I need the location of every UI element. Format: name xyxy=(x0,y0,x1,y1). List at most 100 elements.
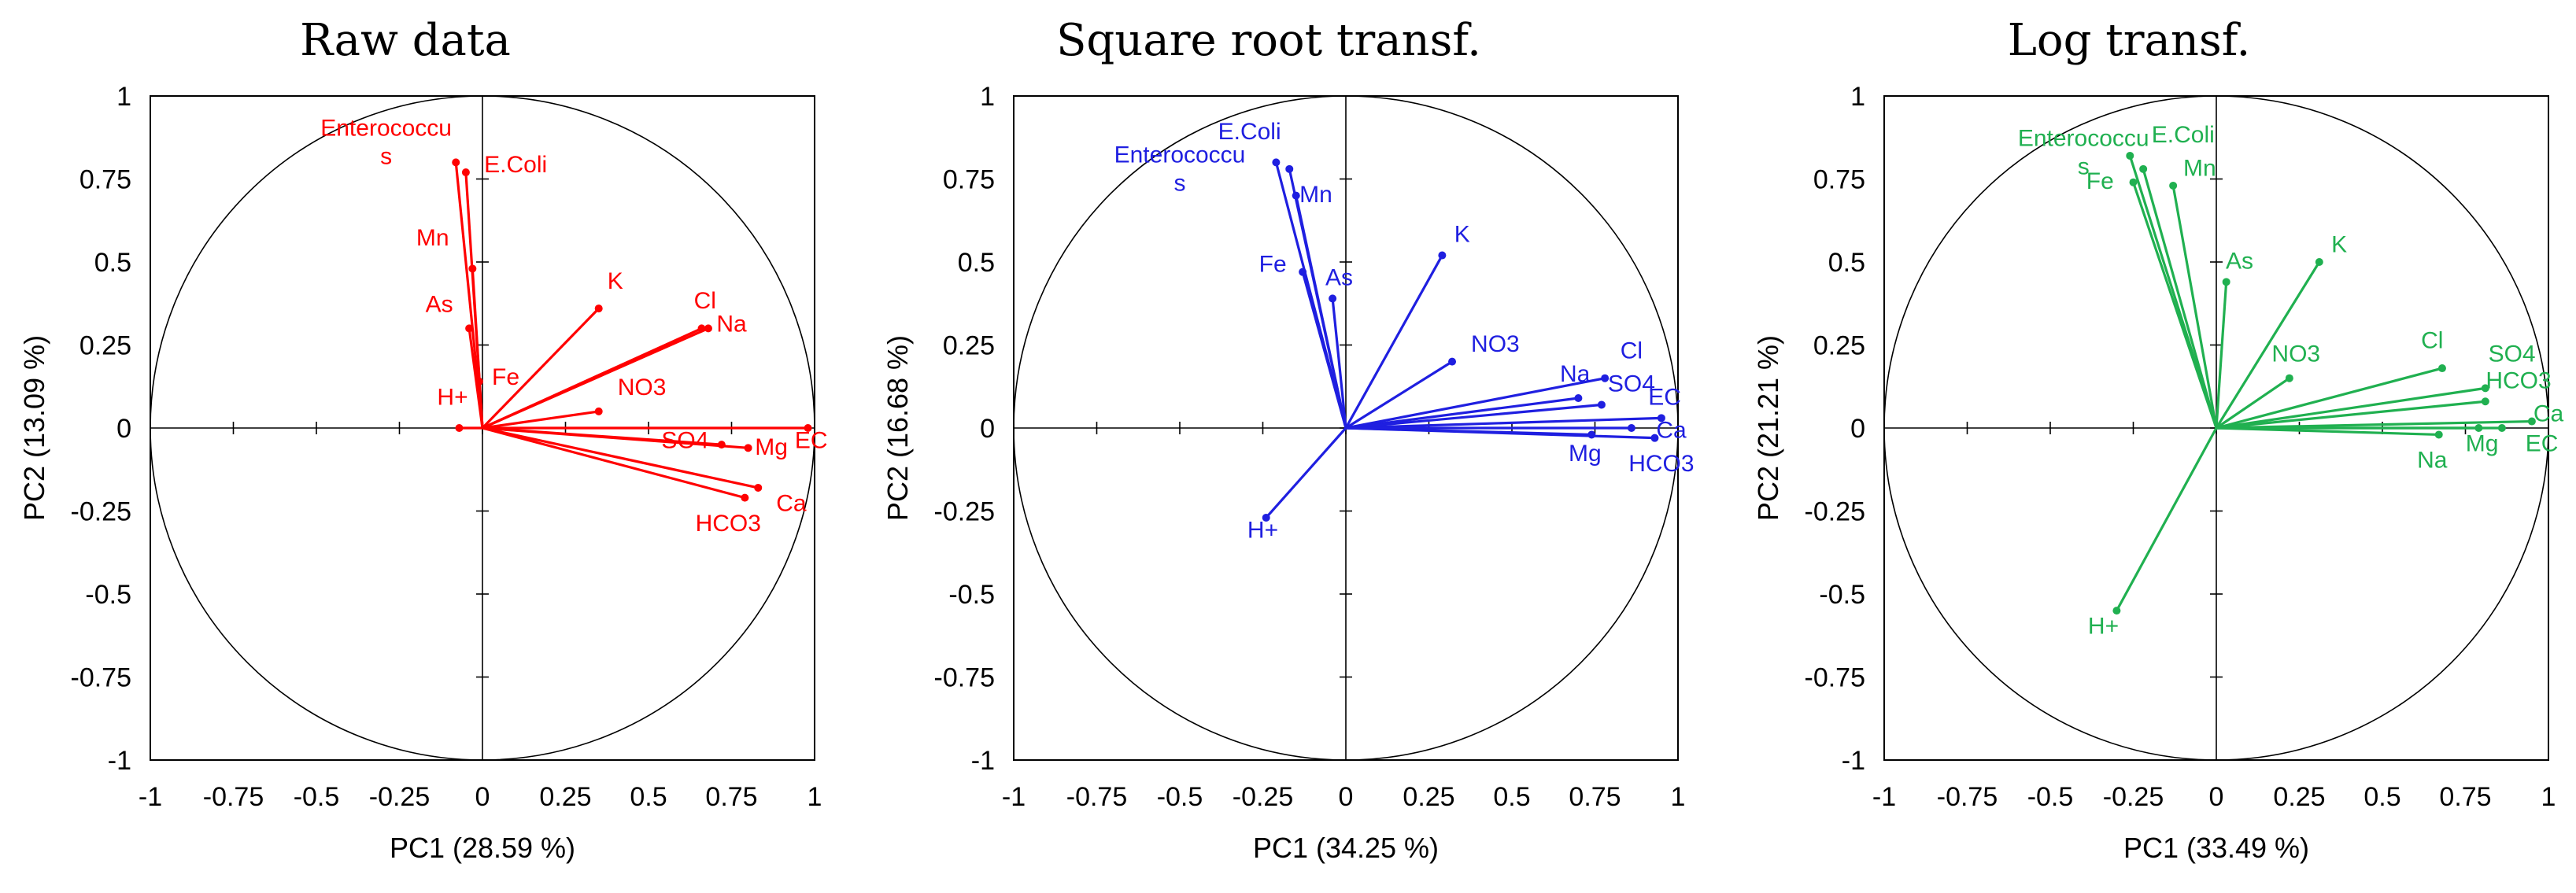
label-ca: Ca xyxy=(1656,418,1687,444)
label-ca: Ca xyxy=(776,491,807,517)
label-k: K xyxy=(1454,222,1470,248)
vector-e-coli xyxy=(2142,168,2218,429)
label-h: H+ xyxy=(437,384,468,410)
y-tick-label: -0.75 xyxy=(71,663,132,693)
y-axis-label: PC2 (21.21 %) xyxy=(1752,335,1784,521)
label-cl: Cl xyxy=(1621,338,1643,363)
label-enterococcus: Enterococcu s xyxy=(320,116,452,170)
vector-ca xyxy=(482,426,759,489)
point-h xyxy=(455,424,464,432)
label-line: Enterococcu xyxy=(1114,142,1246,168)
label-mg: Mg xyxy=(755,434,788,460)
point-k xyxy=(1438,251,1447,260)
point-as xyxy=(465,324,474,333)
point-so4 xyxy=(2481,384,2489,393)
label-enterococcus: Enterococcu s xyxy=(2018,125,2149,179)
label-e-coli: E.Coli xyxy=(1218,119,1281,145)
x-tick-label: 0.75 xyxy=(1569,782,1621,812)
chart-panel-1: Raw data -1 -0.75 -0.5 -0.25 0 0.25 0.5 0.75 1 1 0.… xyxy=(18,15,828,864)
y-tick-label: 0.5 xyxy=(958,248,995,278)
x-tick-label: 0.25 xyxy=(2273,782,2325,812)
label-mn: Mn xyxy=(1299,182,1332,208)
label-line: E.Coli xyxy=(1218,119,1281,145)
point-mn xyxy=(2169,181,2178,190)
vector-as xyxy=(1331,298,1347,429)
point-na xyxy=(2434,430,2443,439)
point-hco3 xyxy=(741,493,749,502)
y-tick-label: -0.5 xyxy=(85,580,131,610)
point-na xyxy=(704,324,712,333)
y-tick-label: 1 xyxy=(980,82,995,112)
label-line: Mn xyxy=(2183,155,2216,181)
label-line: Mg xyxy=(2466,431,2499,457)
point-as xyxy=(2222,278,2230,286)
label-ec: EC xyxy=(795,427,828,453)
point-ca xyxy=(1650,434,1659,442)
y-tick-label: 0.5 xyxy=(94,248,131,278)
vector-hco3 xyxy=(2216,400,2485,430)
label-line: Ca xyxy=(776,491,807,517)
x-tick-label: 0.5 xyxy=(1493,782,1530,812)
label-enterococcus: Enterococcu s xyxy=(1114,142,1246,196)
vector-mg xyxy=(482,426,748,449)
label-line: Na xyxy=(2417,448,2448,474)
point-fe xyxy=(2129,178,2138,186)
point-cl xyxy=(1601,374,1610,382)
label-hco3: HCO3 xyxy=(696,511,761,537)
chart-panel-3: Log transf. -1 -0.75 -0.5 -0.25 0 0.25 0.5 0.75 1… xyxy=(1752,15,2563,864)
point-fe xyxy=(1299,268,1307,276)
label-line: s xyxy=(1174,170,1186,196)
label-line: NO3 xyxy=(618,375,667,400)
label-line: K xyxy=(608,268,623,294)
label-mg: Mg xyxy=(1569,441,1602,467)
y-tick-label: -1 xyxy=(108,746,131,776)
vector-hco3 xyxy=(482,426,745,500)
label-line: Mn xyxy=(416,225,449,251)
y-tick-label: 0.25 xyxy=(943,331,995,361)
vector-fe xyxy=(1301,271,1347,429)
label-e-coli: E.Coli xyxy=(2152,122,2215,148)
vector-so4 xyxy=(1345,403,1602,430)
x-axis-label: PC1 (28.59 %) xyxy=(390,832,575,864)
point-enterococcus xyxy=(2126,151,2134,160)
label-no3: NO3 xyxy=(618,375,667,400)
y-tick-label: -0.25 xyxy=(71,497,132,527)
y-tick-label: 0.75 xyxy=(79,165,131,195)
label-so4: SO4 xyxy=(1608,371,1655,397)
vector-mn xyxy=(2171,185,2218,429)
label-line: Mn xyxy=(1299,182,1332,208)
x-tick-label: 0.5 xyxy=(2363,782,2400,812)
x-tick-label: -0.75 xyxy=(1937,782,1998,812)
x-tick-label: -0.5 xyxy=(2027,782,2074,812)
x-tick-label: -0.5 xyxy=(294,782,340,812)
vector-mn xyxy=(1295,195,1347,429)
label-line: Mg xyxy=(1569,441,1602,467)
label-line: K xyxy=(2331,231,2347,257)
y-tick-label: 0 xyxy=(116,414,131,444)
point-mg xyxy=(1587,430,1596,439)
point-ec xyxy=(804,424,812,432)
label-line: H+ xyxy=(1247,517,1278,543)
label-as: As xyxy=(426,291,453,317)
label-cl: Cl xyxy=(694,288,716,314)
label-k: K xyxy=(2331,231,2347,257)
label-ec: EC xyxy=(1648,384,1681,410)
point-enterococcus xyxy=(1272,158,1281,167)
x-tick-label: -1 xyxy=(1002,782,1026,812)
label-ca: Ca xyxy=(2533,401,2564,427)
label-hco3: HCO3 xyxy=(2485,367,2551,393)
label-so4: SO4 xyxy=(2489,341,2536,367)
label-line: Enterococcu xyxy=(320,116,452,142)
y-tick-label: -0.25 xyxy=(934,497,996,527)
label-line: As xyxy=(426,291,453,317)
x-tick-label: -0.25 xyxy=(2103,782,2164,812)
point-hco3 xyxy=(2481,397,2489,406)
label-line: SO4 xyxy=(661,427,708,453)
point-no3 xyxy=(2285,374,2293,382)
point-k xyxy=(594,304,603,313)
label-line: K xyxy=(1454,222,1470,248)
point-ca xyxy=(754,483,763,492)
label-line: HCO3 xyxy=(696,511,761,537)
x-tick-label: -0.25 xyxy=(1233,782,1294,812)
